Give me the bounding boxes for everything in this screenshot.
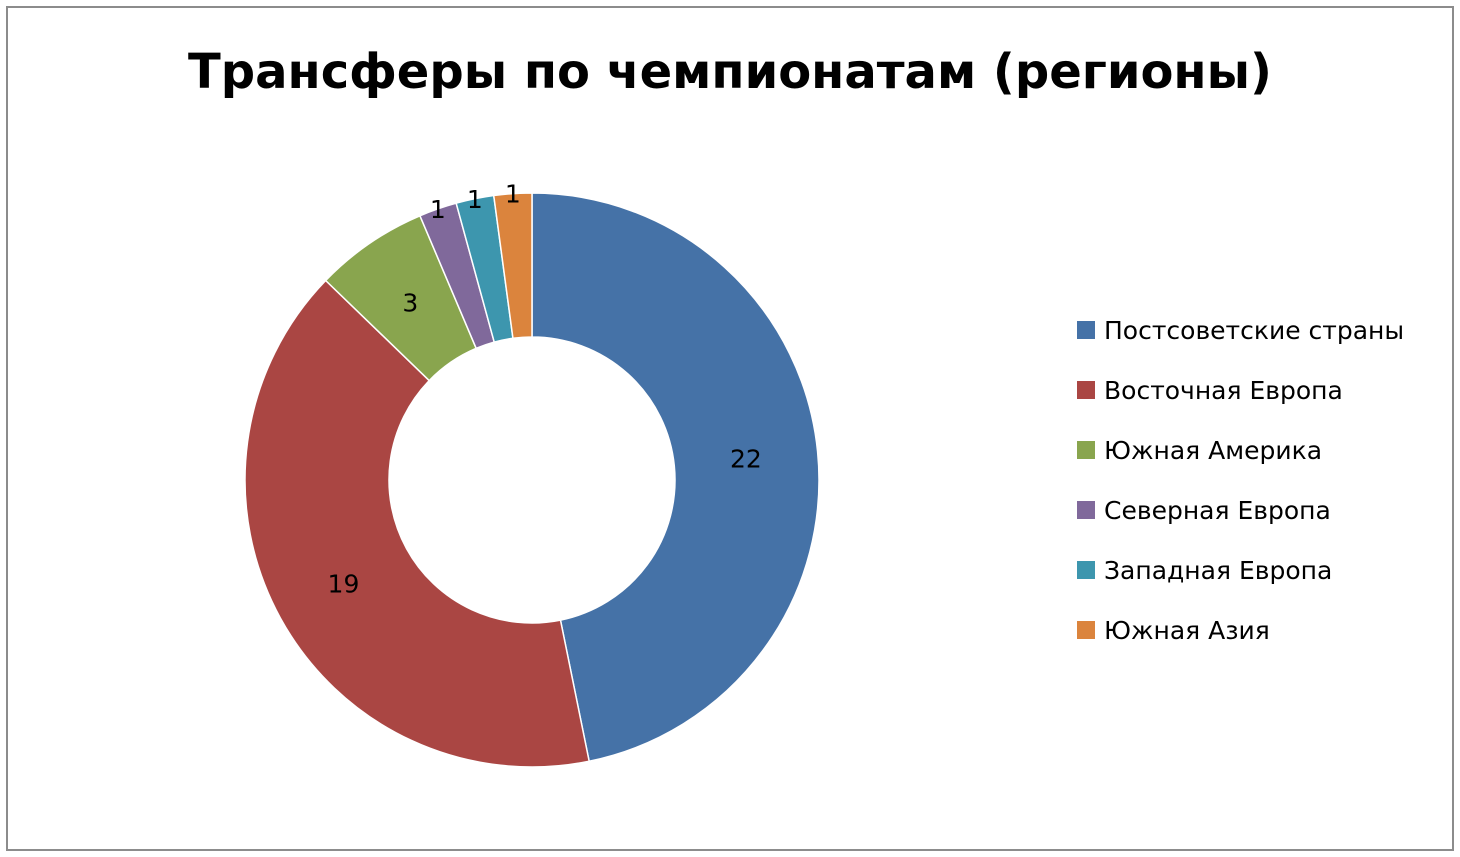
donut-slice-2 — [244, 279, 591, 768]
legend-swatch-2 — [1077, 381, 1095, 399]
legend-swatch-4 — [1077, 501, 1095, 519]
data-label-3: 3 — [402, 289, 418, 318]
legend-swatch-5 — [1077, 561, 1095, 579]
data-label-5: 1 — [467, 185, 483, 214]
data-label-1: 22 — [730, 444, 762, 473]
data-label-2: 19 — [328, 569, 360, 598]
legend-swatch-6 — [1077, 621, 1095, 639]
legend-label-1: Постсоветские страны — [1104, 316, 1404, 345]
legend-swatch-3 — [1077, 441, 1095, 459]
chart-title: Трансферы по чемпионатам (регионы) — [188, 44, 1272, 100]
donut-slice-6 — [492, 192, 533, 340]
legend: Постсоветские страны Восточная Европа Южна… — [1077, 316, 1404, 645]
legend-label-2: Восточная Европа — [1104, 376, 1343, 405]
legend-label-3: Южная Америка — [1104, 436, 1322, 465]
data-label-4: 1 — [430, 195, 446, 224]
legend-swatch-1 — [1077, 321, 1095, 339]
legend-label-4: Северная Европа — [1104, 496, 1331, 525]
legend-label-6: Южная Азия — [1104, 616, 1270, 645]
data-label-6: 1 — [505, 180, 521, 209]
donut-slice-1 — [531, 192, 820, 763]
legend-label-5: Западная Европа — [1104, 556, 1332, 585]
donut-slices — [244, 192, 820, 768]
